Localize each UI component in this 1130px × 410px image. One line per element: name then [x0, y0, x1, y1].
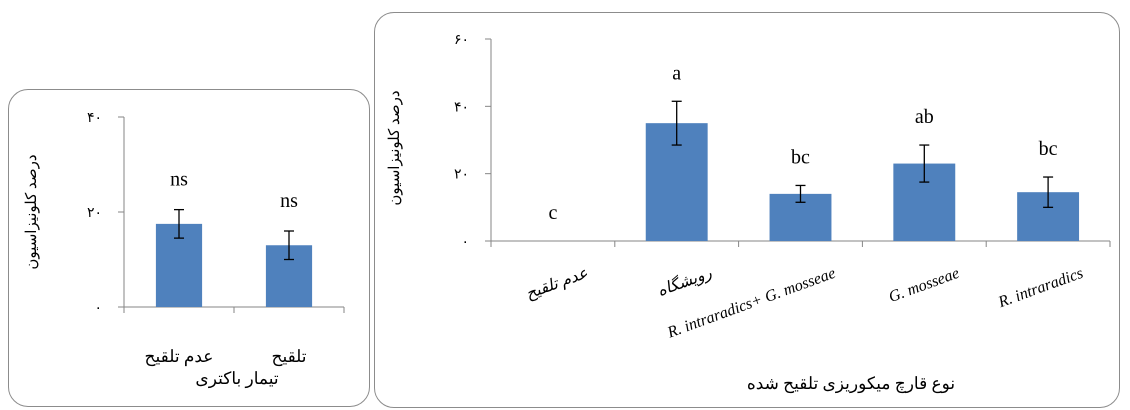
data-label: ns — [280, 190, 298, 212]
category-label: تلقیح — [271, 347, 306, 367]
chart-panel-bacteria: ۰ ۲۰ ۴۰ ns ns عدم تلقیح تلقیح درصد کلونیزاسی… — [8, 89, 370, 407]
y-axis-title: درصد کلونیزاسیون — [24, 154, 40, 269]
y-tick-label: ۰ — [461, 234, 469, 250]
x-axis-title: نوع قارچ میکوریزی تلقیح شده — [747, 374, 955, 394]
data-label: ab — [915, 106, 934, 128]
category-label: عدم تلقیح — [524, 265, 591, 303]
data-label: c — [548, 202, 557, 224]
y-tick-label: ۰ — [94, 300, 102, 316]
x-axis-title: تیمار باکتری — [195, 369, 278, 389]
chart-panel-fungi: ۰ ۲۰ ۴۰ ۶۰ c a bc ab bc عدم تلقیح رویشگاه R. intr… — [374, 12, 1120, 408]
y-tick-label: ۴۰ — [87, 110, 102, 126]
category-label: G. mosseae — [887, 265, 962, 306]
category-label: عدم تلقیح — [145, 347, 214, 367]
y-axis-title: درصد کلونیزاسیون — [387, 90, 403, 205]
data-label: bc — [1039, 138, 1058, 160]
data-label: bc — [791, 146, 810, 168]
bacteria-chart: ۰ ۲۰ ۴۰ ns ns عدم تلقیح تلقیح درصد کلونیزاسی… — [24, 110, 345, 389]
y-tick-label: ۲۰ — [454, 167, 469, 183]
data-label: a — [672, 62, 681, 84]
y-tick-label: ۲۰ — [87, 205, 102, 221]
y-tick-label: ۶۰ — [454, 32, 469, 48]
category-label: رویشگاه — [655, 263, 715, 300]
fungi-chart: ۰ ۲۰ ۴۰ ۶۰ c a bc ab bc عدم تلقیح رویشگاه R. intr… — [387, 32, 1111, 394]
y-tick-label: ۴۰ — [454, 99, 469, 115]
data-label: ns — [170, 169, 188, 191]
category-label: R. intraradics — [995, 265, 1085, 312]
